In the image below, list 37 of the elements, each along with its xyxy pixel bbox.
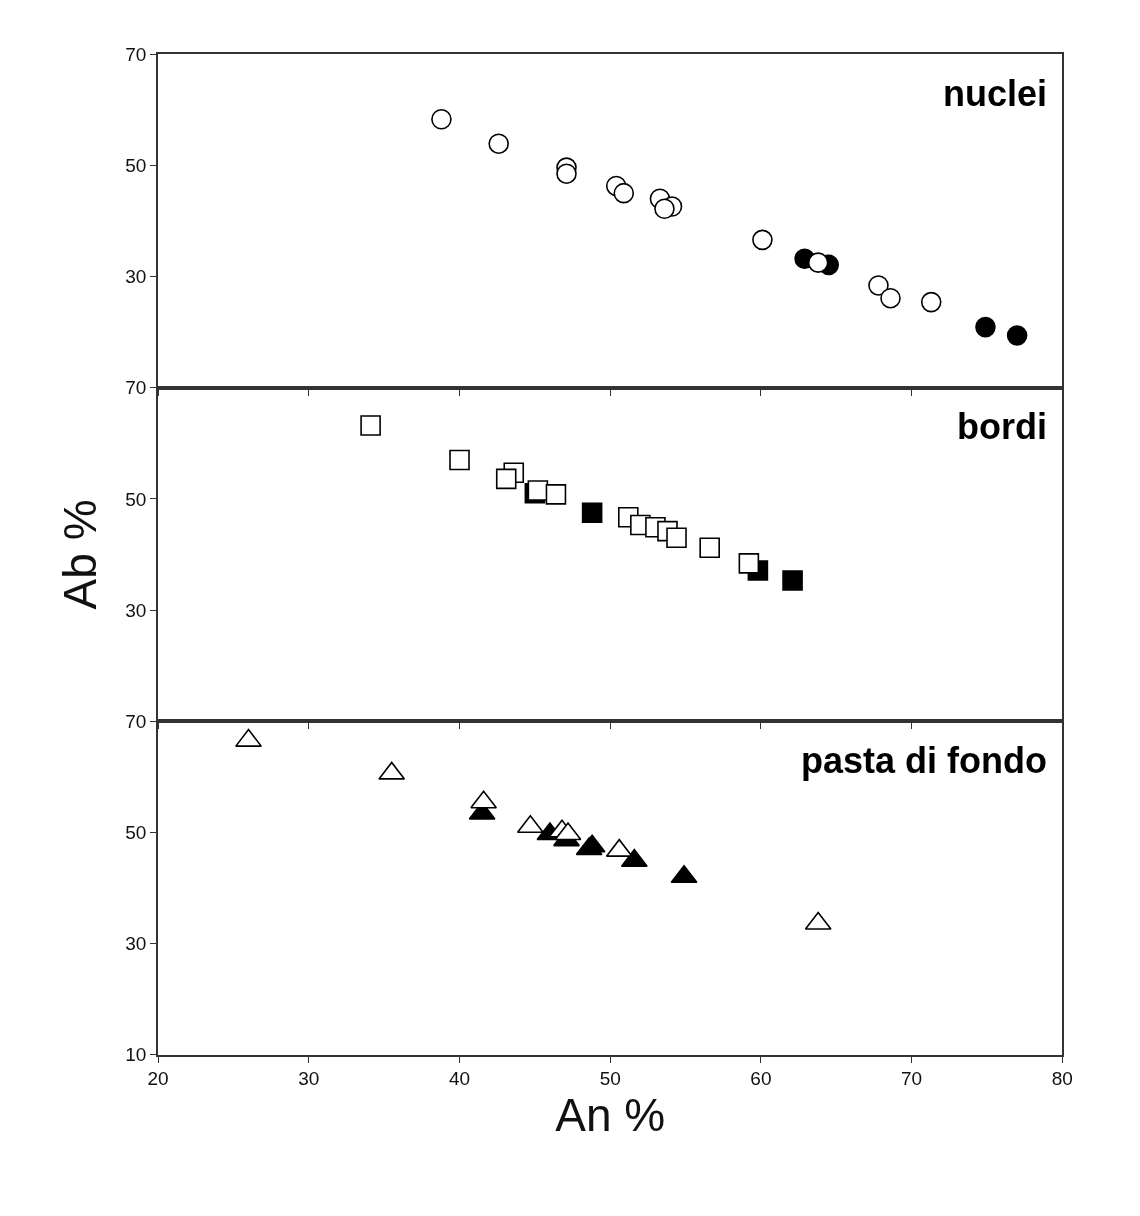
point [556, 163, 577, 184]
point [670, 864, 698, 884]
point [975, 316, 996, 338]
y-tick-label: 30 [125, 933, 147, 955]
point [738, 553, 760, 574]
point [666, 527, 687, 549]
y-tick-label: 50 [125, 155, 147, 177]
y-axis-title: Ab % [54, 499, 107, 610]
y-tick-label: 50 [125, 821, 147, 843]
y-tick-label: 70 [125, 710, 147, 732]
x-axis-title: An % [555, 1089, 666, 1142]
y-tick-label: 10 [125, 1044, 147, 1066]
x-tick-label: 50 [599, 1068, 621, 1090]
annotation: bordi [957, 406, 1047, 447]
point [613, 182, 635, 204]
y-tick-label: 30 [125, 266, 147, 288]
point [807, 252, 829, 273]
y-tick-label: 30 [125, 599, 147, 621]
point [449, 449, 470, 471]
point [495, 468, 517, 490]
point [545, 484, 567, 505]
x-tick-label: 20 [147, 1068, 169, 1090]
point [516, 814, 544, 834]
point [1006, 325, 1028, 346]
point [654, 198, 675, 220]
annotation: nuclei [943, 73, 1048, 114]
y-tick-label: 50 [125, 488, 147, 510]
x-tick-label: 60 [750, 1068, 772, 1090]
x-tick-label: 80 [1051, 1068, 1073, 1090]
point [581, 502, 603, 524]
point [782, 570, 803, 591]
y-tick-label: 70 [125, 377, 147, 399]
x-tick-label: 40 [448, 1068, 471, 1090]
x-tick-label: 30 [298, 1068, 320, 1090]
annotation: pasta di fondo [801, 740, 1047, 781]
y-tick-label: 70 [125, 43, 147, 65]
x-tick-label: 70 [901, 1068, 923, 1090]
